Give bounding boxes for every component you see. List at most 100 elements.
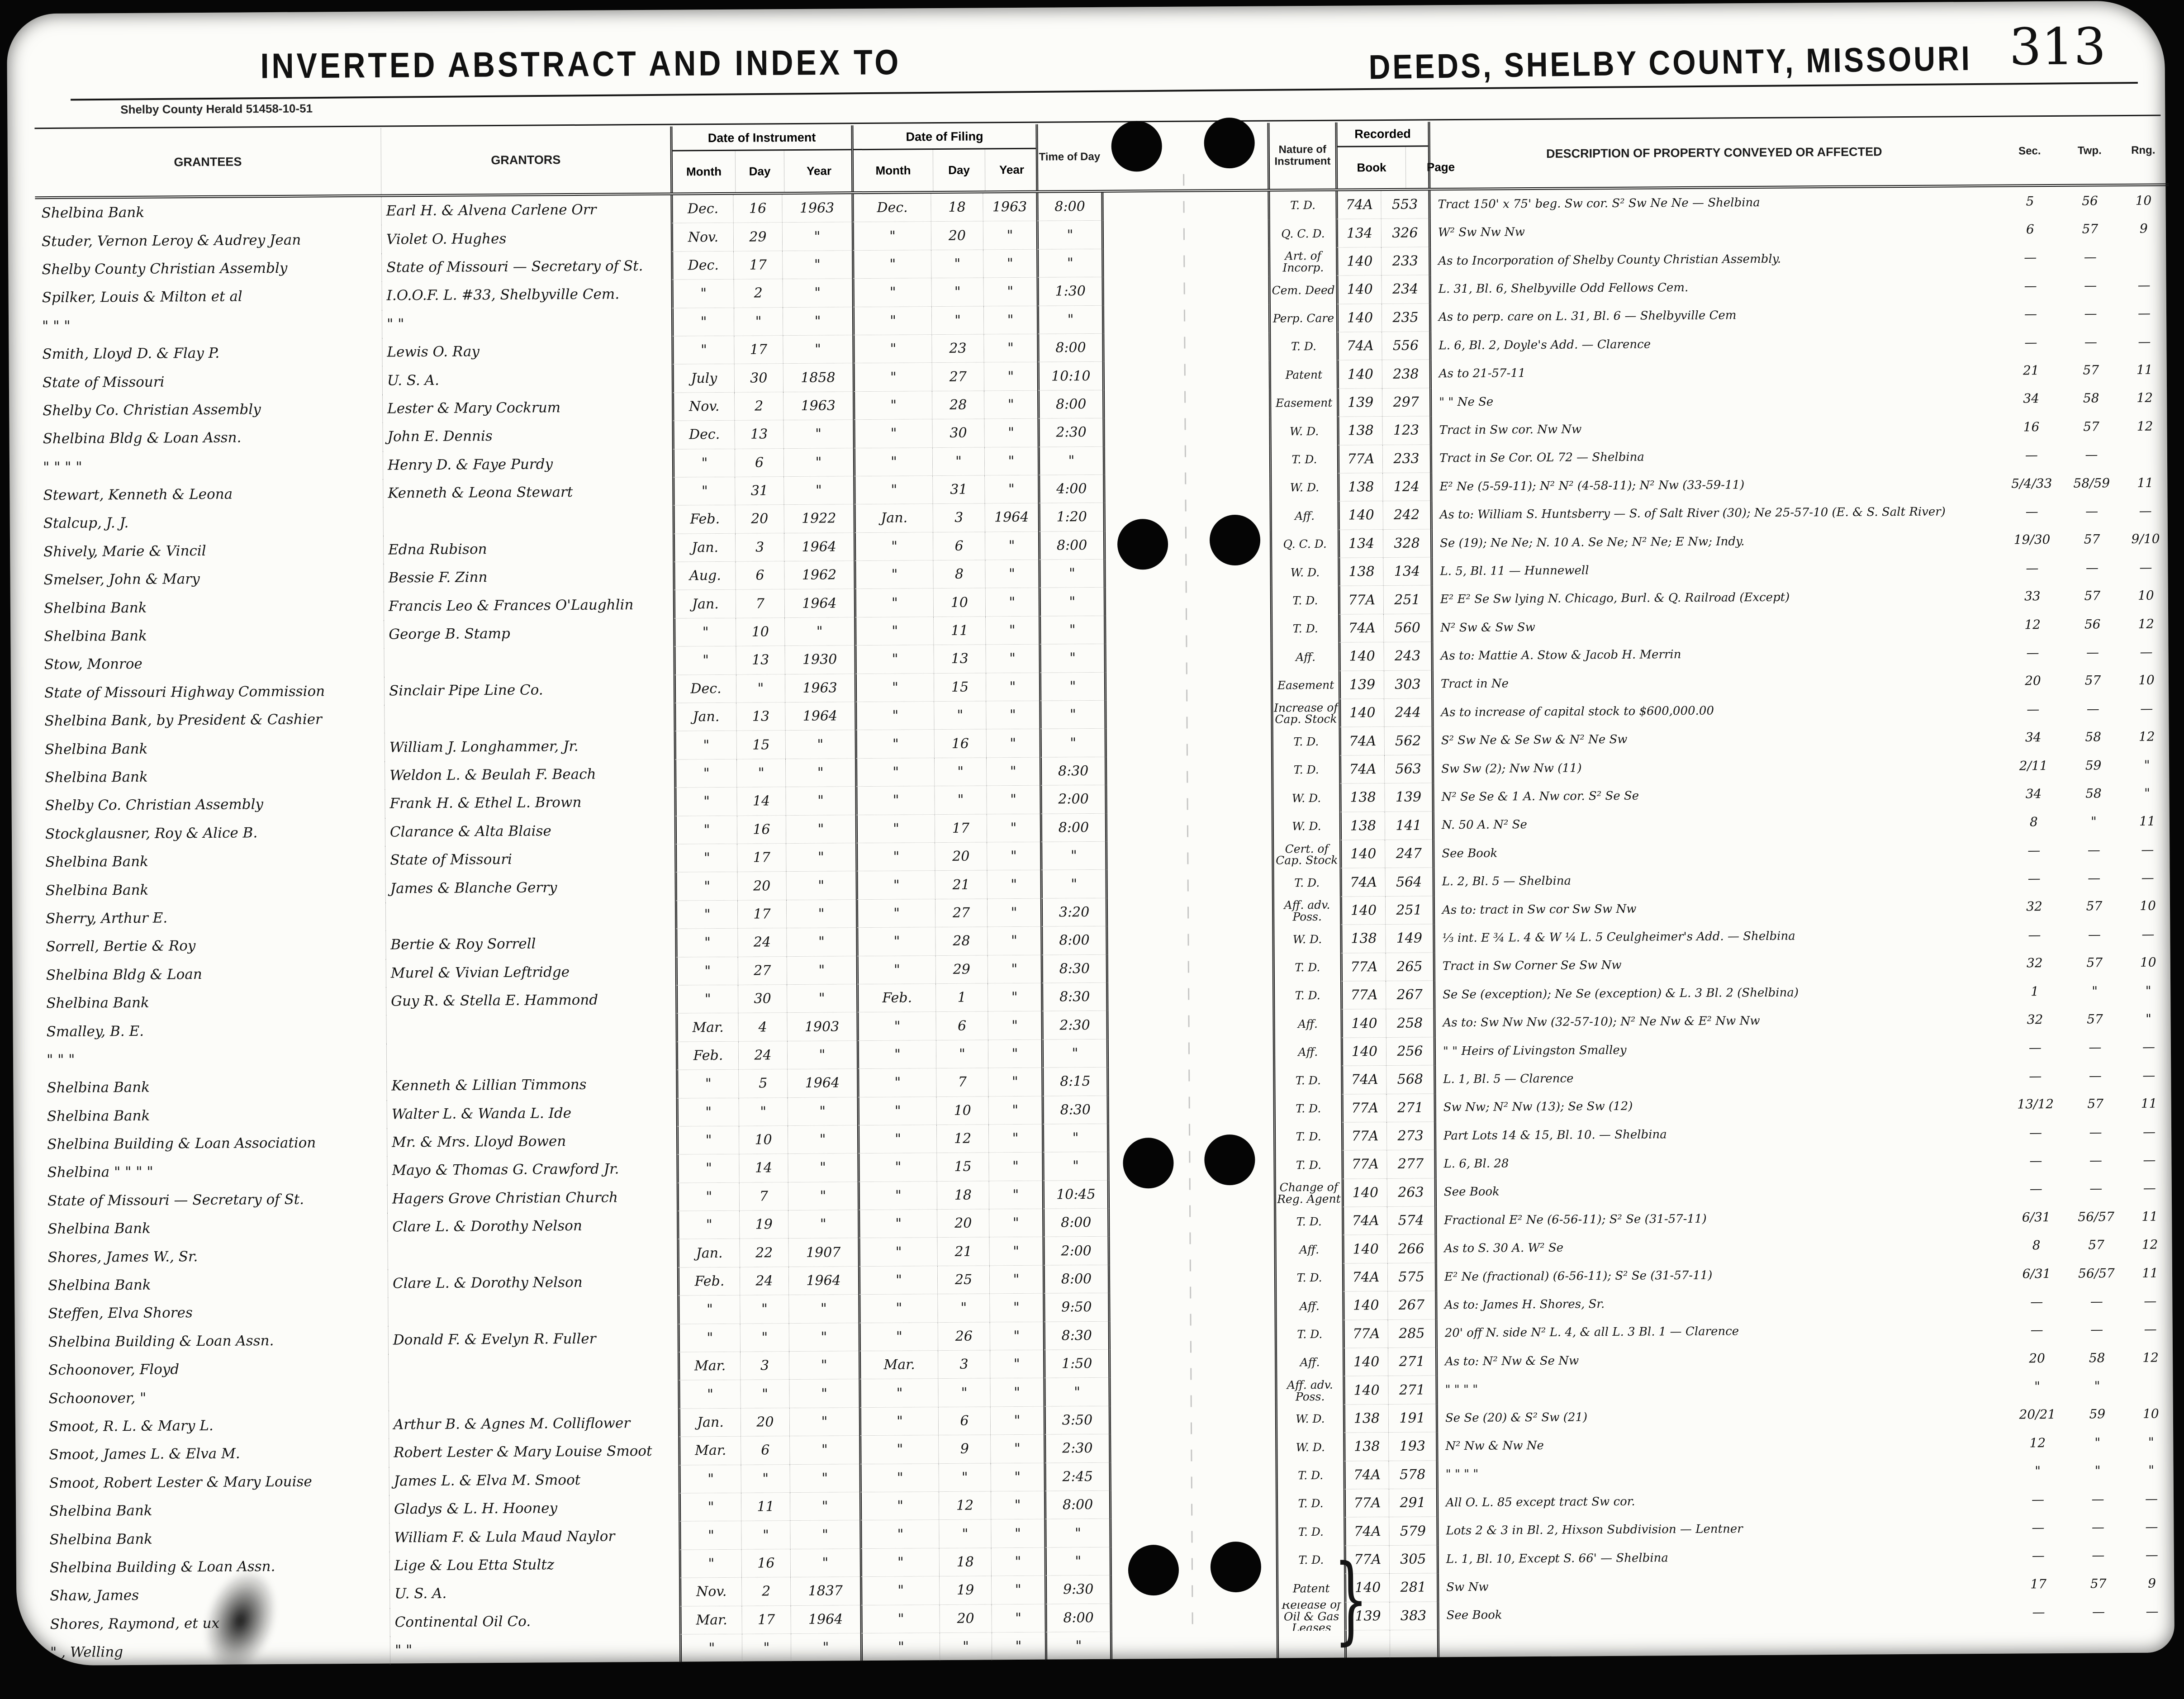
instrument-day-cell: 16 — [736, 815, 786, 844]
rng-cell: " — [2148, 1462, 2155, 1478]
rng-cell: " — [2145, 983, 2151, 998]
instrument-day-cell: 24 — [739, 1267, 789, 1296]
instrument-year-cell: " — [788, 1210, 858, 1239]
filing-month-cell: " — [851, 222, 931, 251]
filing-year-cell: " — [986, 814, 1040, 843]
filing-day-cell: 1 — [935, 983, 988, 1012]
book-cell: 77A — [1342, 1319, 1388, 1348]
rng-cell — [2118, 242, 2169, 271]
page-cell: 238 — [1382, 360, 1430, 389]
instrument-year-cell: " — [786, 928, 856, 957]
grantee-cell: Schoonover, " — [48, 1390, 147, 1407]
book-cell: 77A — [1340, 953, 1386, 982]
filing-day-cell: 6 — [932, 532, 985, 561]
sec-cell: — — [2030, 1322, 2043, 1338]
instrument-year-cell: " — [784, 617, 855, 646]
page-cell: 579 — [1389, 1517, 1437, 1546]
rng-cell: — — [2139, 503, 2152, 518]
grantee-cell: Shelby Co. Christian Assembly — [43, 401, 261, 419]
description-cell: Tract in Se Cor. OL 72 — Shelbina — [1429, 441, 2000, 473]
filing-year-cell: " — [984, 390, 1038, 419]
book-cell: 140 — [1336, 247, 1382, 276]
page-cell: 265 — [1385, 952, 1434, 981]
filing-month-cell: " — [853, 532, 933, 561]
rng-cell — [2127, 1625, 2178, 1654]
sec-cell: — — [2031, 1491, 2045, 1507]
filing-day-cell: 25 — [937, 1266, 990, 1295]
instrument-month-cell: " — [671, 336, 734, 365]
instrument-year-cell: " — [789, 1379, 859, 1408]
filing-day-cell: 3 — [937, 1350, 990, 1379]
description-cell — [1437, 1626, 2008, 1658]
instrument-day-cell: 5 — [738, 1069, 788, 1098]
description-cell: Tract 150' x 75' beg. Sw cor. S² Sw Ne N… — [1428, 187, 1999, 219]
instrument-year-cell: " — [790, 1520, 860, 1549]
grantee-cell: Smoot, Robert Lester & Mary Louise — [49, 1473, 312, 1491]
filing-day-cell: 13 — [933, 645, 986, 674]
time-of-day-cell: " — [1039, 616, 1104, 645]
filing-day-cell: " — [939, 1519, 991, 1548]
instrument-year-cell: " — [782, 250, 852, 280]
twp-cell: — — [2090, 1294, 2103, 1309]
nature-cell: Q. C. D. — [1268, 219, 1336, 248]
filing-year-cell: " — [987, 898, 1041, 927]
description-cell: L. 6, Bl. 28 — [1434, 1146, 2004, 1179]
grantor-cell: Lige & Lou Etta Stultz — [389, 1550, 679, 1580]
sec-cell: 12 — [2024, 617, 2041, 632]
filing-day-cell: 21 — [935, 870, 987, 899]
description-cell: Fractional E² Ne (6-56-11); S² Se (31-57… — [1434, 1203, 2005, 1235]
instrument-month-cell: " — [676, 1069, 739, 1099]
page-cell: 134 — [1383, 557, 1431, 586]
grantor-cell — [388, 1381, 678, 1411]
twp-cell: 56 — [2082, 193, 2098, 209]
instrument-year-cell: " — [789, 1407, 859, 1437]
nature-cell: T. D. — [1271, 727, 1339, 756]
time-of-day-cell: " — [1036, 249, 1102, 278]
time-of-day-cell: 9:30 — [1045, 1575, 1110, 1604]
page-cell: 247 — [1385, 840, 1433, 868]
time-of-day-cell: 3:50 — [1043, 1406, 1109, 1435]
filing-month-cell: " — [856, 955, 936, 985]
filing-month-cell: " — [855, 843, 935, 872]
grantee-cell: State of Missouri — [42, 374, 165, 391]
page-cell: 273 — [1386, 1122, 1434, 1151]
filing-month-cell: " — [859, 1520, 939, 1549]
twp-cell: 57 — [2087, 1011, 2103, 1027]
rng-cell: — — [2141, 870, 2154, 885]
rng-cell: 10 — [2140, 954, 2156, 970]
sec-cell: — — [2028, 1040, 2042, 1055]
filing-month-cell: Feb. — [856, 984, 936, 1013]
grantor-cell: U. S. A. — [382, 364, 672, 395]
filing-year-cell: " — [985, 588, 1039, 617]
instrument-year-cell: 1964 — [788, 1267, 859, 1296]
hole-punch — [1204, 1134, 1255, 1186]
instrument-month-cell: July — [671, 364, 735, 393]
rng-cell: 11 — [2141, 1209, 2158, 1224]
rng-cell: — — [2145, 1547, 2158, 1563]
grantor-cell: Clarance & Alta Blaise — [385, 816, 675, 846]
sec-cell — [2007, 1626, 2070, 1655]
sec-cell: — — [2025, 504, 2038, 519]
book-cell: 77A — [1341, 1150, 1387, 1179]
book-cell: 77A — [1341, 1094, 1386, 1123]
filing-month-cell: " — [855, 758, 935, 787]
grantee-cell: Shores, James W., Sr. — [47, 1248, 198, 1266]
filing-month-cell: " — [858, 1210, 937, 1239]
description-cell: As to: James H. Shores, Sr. — [1435, 1287, 2005, 1319]
description-cell: All O. L. 85 except tract Sw cor. — [1436, 1485, 2007, 1517]
filing-month-cell: " — [857, 1153, 937, 1182]
book-cell: 74A — [1339, 727, 1384, 756]
fold-gap-cell — [1110, 1631, 1277, 1661]
book-cell: 74A — [1342, 1207, 1387, 1236]
filing-day-cell: 18 — [936, 1181, 989, 1210]
instrument-day-cell: 10 — [738, 1125, 788, 1155]
grantor-cell: " " — [381, 308, 672, 338]
nature-cell: Cem. Deed — [1268, 275, 1336, 305]
instrument-day-cell: 24 — [738, 1041, 788, 1070]
instrument-year-cell: " — [782, 307, 853, 336]
instrument-month-cell: " — [674, 759, 737, 788]
grantors-header: GRANTORS — [380, 126, 671, 195]
nature-cell: Easement — [1270, 671, 1339, 700]
rng-cell: 12 — [2138, 729, 2155, 744]
